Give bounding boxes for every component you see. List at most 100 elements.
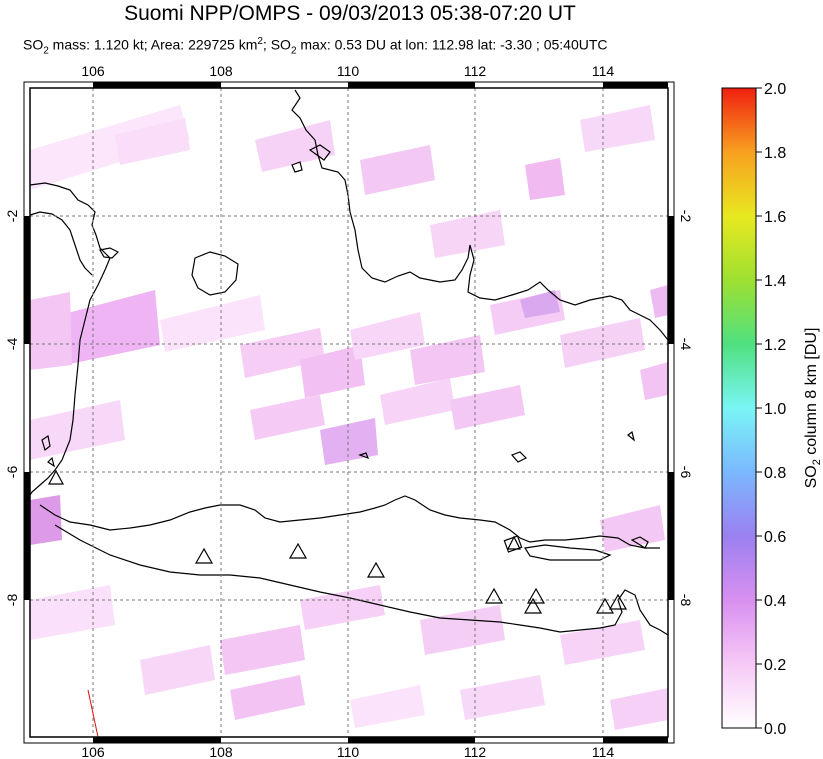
so2-pixel xyxy=(525,158,565,200)
krakatau-islands xyxy=(41,435,55,468)
volcano-marker xyxy=(503,535,523,553)
so2-pixel xyxy=(240,328,325,378)
colorbar-label: SO2 column 8 km [DU] xyxy=(803,328,823,489)
so2-pixel xyxy=(350,312,425,360)
so2-pixel xyxy=(30,585,115,640)
so2-pixel xyxy=(115,118,190,165)
frame-bar-right xyxy=(668,216,674,344)
lon-tick-top: 114 xyxy=(592,63,615,79)
lat-tick-right: -8 xyxy=(678,594,694,607)
java-south-coast xyxy=(54,524,669,636)
colorbar-tick-label: 0.6 xyxy=(764,529,786,546)
frame-bar-left xyxy=(24,216,30,344)
volcano-markers xyxy=(47,469,628,614)
colorbar-tick-label: 0.4 xyxy=(764,593,786,610)
karimata-islands xyxy=(291,144,331,173)
colorbar-tick-label: 1.8 xyxy=(764,145,786,162)
colorbar-tick-label: 0.2 xyxy=(764,657,786,674)
so2-pixel xyxy=(160,295,265,352)
subtitle-sub2: 2 xyxy=(43,45,49,57)
colorbar-tick-label: 0.0 xyxy=(764,721,786,738)
colorbar-tick-label: 1.6 xyxy=(764,209,786,226)
map-title: Suomi NPP/OMPS - 09/03/2013 05:38-07:20 … xyxy=(124,2,576,25)
so2-pixel xyxy=(460,675,545,720)
so2-pixel xyxy=(420,605,505,655)
lat-tick-labels: -2 -4 -6 -8 -2 -4 -6 -8 xyxy=(4,210,694,607)
frame-bar-bottom xyxy=(348,737,475,743)
frame-bar-bottom xyxy=(93,737,221,743)
frame-bar-left xyxy=(24,472,30,600)
lon-tick-labels: 106 108 110 112 114 106 108 110 112 114 xyxy=(81,63,614,759)
volcano-marker xyxy=(484,587,504,604)
lon-tick-bottom: 110 xyxy=(337,744,360,759)
frame-bars xyxy=(24,82,674,743)
colorbar-ticks: 0.0 0.2 0.4 0.6 0.8 1.0 1.2 1.4 1.6 1.8 2.0 xyxy=(756,81,786,738)
madura-island xyxy=(524,544,612,561)
volcano-marker xyxy=(507,535,521,550)
frame-bar-top xyxy=(93,82,221,88)
subtitle-so2-max: ; SO xyxy=(262,36,291,53)
so2-pixel xyxy=(30,292,72,370)
so2-pixel xyxy=(450,385,525,430)
lon-tick-bottom: 112 xyxy=(464,744,487,759)
sumatra-north-coast xyxy=(29,211,93,276)
lon-tick-top: 106 xyxy=(81,63,105,79)
lat-tick-left: -4 xyxy=(4,338,20,351)
subtitle-so2: SO xyxy=(23,36,44,53)
volcano-marker xyxy=(366,561,386,578)
so2-pixel xyxy=(610,688,668,730)
subtitle-sup2: 2 xyxy=(257,36,263,47)
bali-coast xyxy=(627,430,649,549)
lat-tick-right: -6 xyxy=(678,466,694,479)
colorbar-tick-label: 1.2 xyxy=(764,337,786,354)
colorbar-tick-label: 0.8 xyxy=(764,465,786,482)
subtitle-sub2b: 2 xyxy=(290,45,297,57)
so2-pixel xyxy=(380,378,455,425)
so2-pixel xyxy=(650,285,668,318)
volcano-marker xyxy=(595,597,615,614)
colorbar xyxy=(721,87,757,729)
so2-pixel xyxy=(520,290,560,318)
so2-pixel xyxy=(30,105,190,190)
lon-tick-bottom: 106 xyxy=(81,744,105,759)
belitung-island xyxy=(191,251,239,296)
karimunjawa-islands xyxy=(358,451,528,463)
so2-pixel xyxy=(255,120,335,172)
subtitle-mass: mass: 1.120 kt; Area: 229725 km xyxy=(48,36,258,53)
borneo-coast xyxy=(291,89,669,341)
so2-pixels xyxy=(30,105,668,730)
lat-tick-left: -6 xyxy=(4,466,20,479)
so2-pixel xyxy=(140,645,215,695)
frame-bar-top xyxy=(603,82,668,88)
so2-pixel xyxy=(430,210,505,258)
so2-pixel xyxy=(30,495,62,545)
lat-tick-right: -2 xyxy=(678,210,694,223)
volcano-marker xyxy=(288,542,308,559)
colorbar-tick-label: 1.0 xyxy=(764,401,786,418)
lon-tick-bottom: 114 xyxy=(592,744,615,759)
volcano-marker xyxy=(523,597,543,614)
frame-bar-top xyxy=(348,82,475,88)
graticule xyxy=(30,88,668,737)
so2-pixel xyxy=(360,145,435,195)
subtitle-max: max: 0.53 DU at lon: 112.98 lat: -3.30 ;… xyxy=(296,36,608,53)
so2-pixel xyxy=(30,400,125,460)
so2-pixel xyxy=(220,625,305,675)
lon-tick-bottom: 108 xyxy=(209,744,233,759)
sumatra-coast xyxy=(29,182,111,496)
so2-pixel xyxy=(410,335,485,385)
lat-tick-left: -8 xyxy=(4,594,20,607)
frame-bar-bottom xyxy=(603,737,668,743)
so2-pixel xyxy=(300,345,365,398)
java-north-coast xyxy=(39,495,660,549)
lon-tick-top: 110 xyxy=(337,63,360,79)
so2-pixel xyxy=(600,505,665,552)
volcano-marker xyxy=(608,593,628,610)
volcano-marker xyxy=(526,587,546,604)
volcano-marker xyxy=(194,547,214,564)
so2-pixel xyxy=(230,675,305,720)
coastlines xyxy=(29,89,669,636)
so2-pixel xyxy=(60,290,160,365)
so2-pixel xyxy=(300,585,385,630)
